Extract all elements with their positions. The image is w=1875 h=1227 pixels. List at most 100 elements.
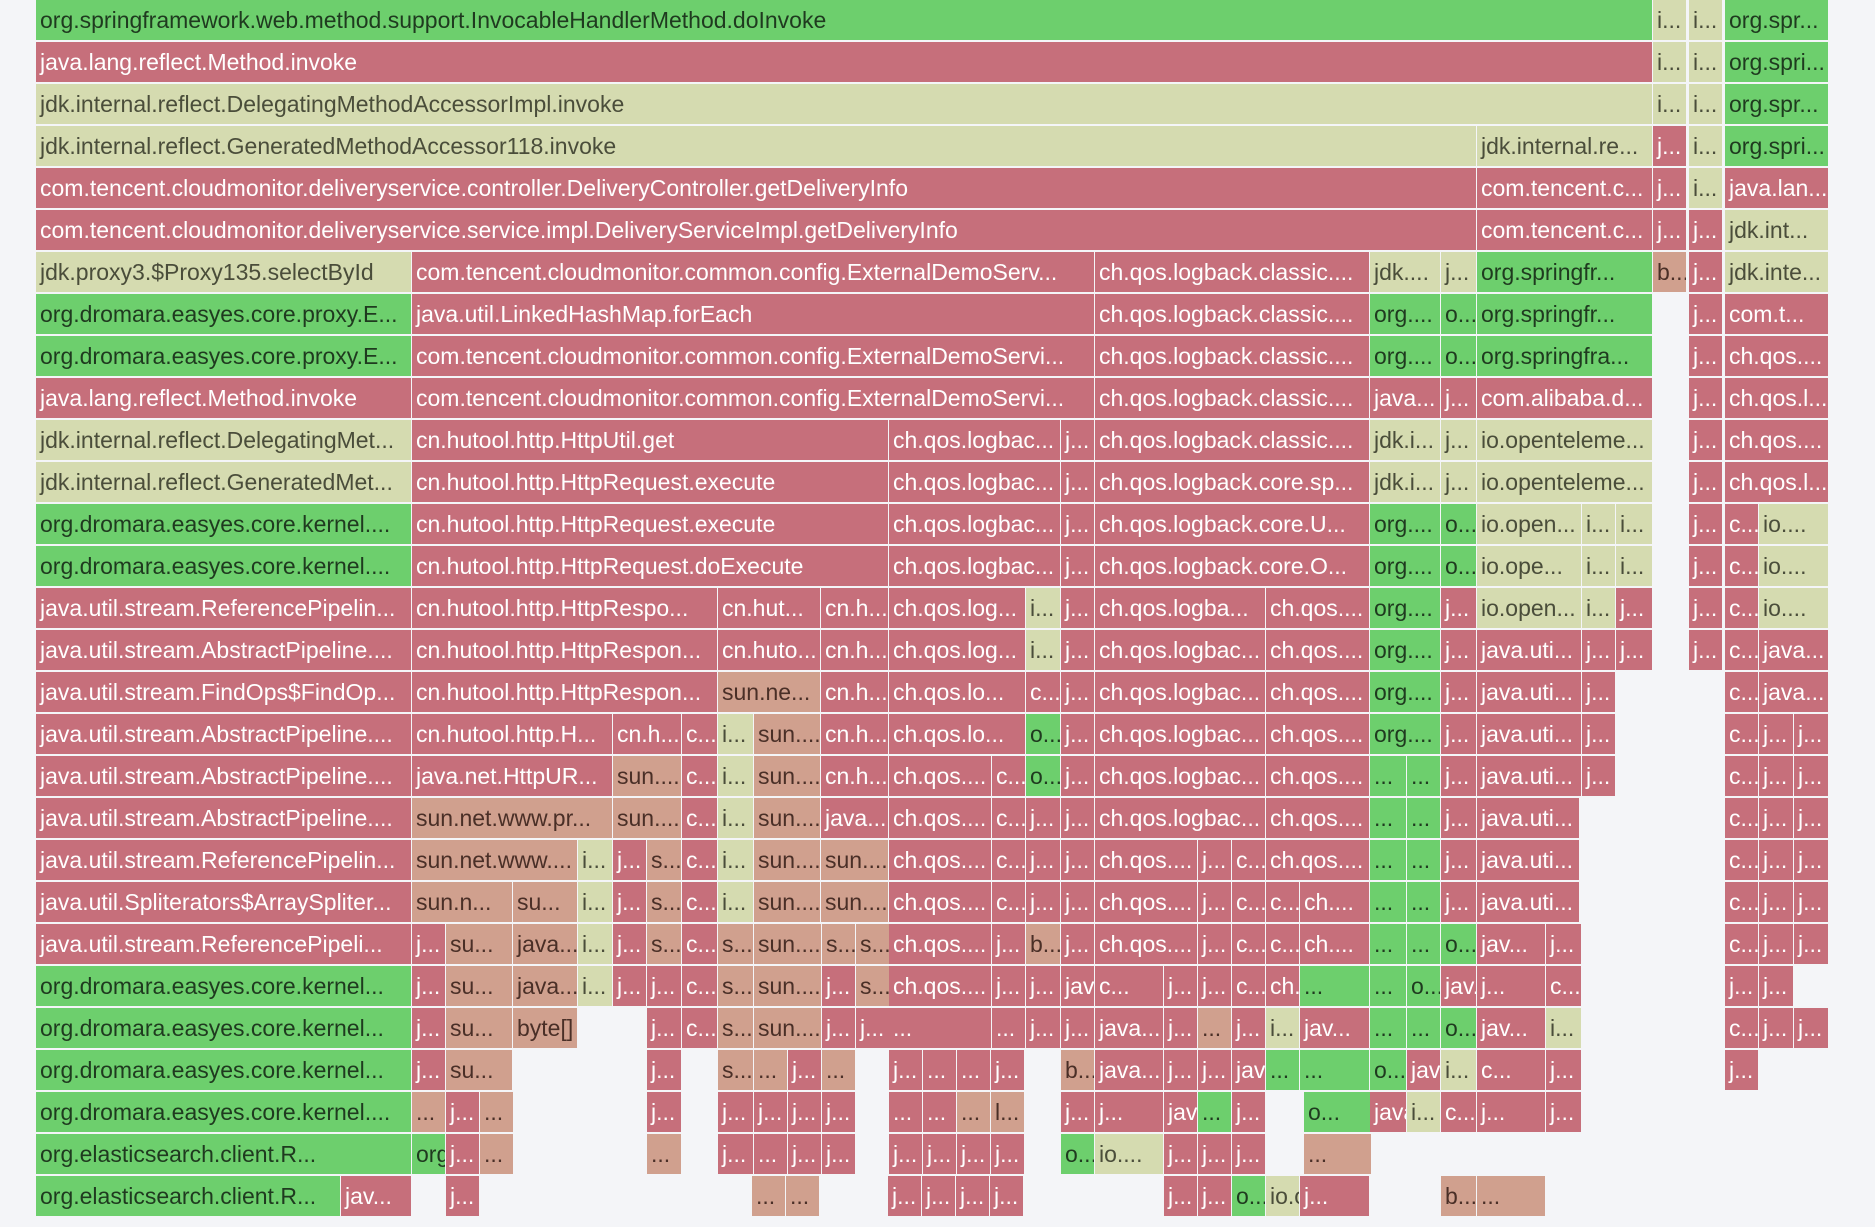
flame-frame[interactable]: org.dromara.easyes.core.kernel.... — [36, 504, 412, 545]
flame-frame[interactable]: j... — [822, 1134, 856, 1175]
flame-frame[interactable]: j... — [1582, 714, 1616, 755]
flame-frame[interactable]: j... — [1164, 1008, 1198, 1049]
flame-frame[interactable]: jdk.internal.reflect.DelegatingMethodAcc… — [36, 84, 1653, 125]
flame-frame[interactable]: ... — [1370, 882, 1407, 923]
flame-frame[interactable]: jav... — [1441, 966, 1477, 1007]
flame-frame[interactable]: j... — [1759, 798, 1794, 839]
flame-frame[interactable]: org.... — [1370, 294, 1441, 335]
flame-frame[interactable]: i... — [718, 840, 754, 881]
flame-frame[interactable]: cn.hutool.http.HttpRequest.doExecute — [412, 546, 889, 587]
flame-frame[interactable]: ch.qos.... — [1095, 840, 1198, 881]
flame-frame[interactable]: ch.qos.... — [1266, 798, 1370, 839]
flame-frame[interactable]: ... — [1407, 756, 1441, 797]
flame-frame[interactable]: j... — [992, 966, 1026, 1007]
flame-frame[interactable]: ch.qos.... — [889, 798, 992, 839]
flame-frame[interactable]: ch.qos.logbac... — [889, 420, 1061, 461]
flame-frame[interactable]: i... — [1616, 546, 1653, 587]
flame-frame[interactable]: ... — [957, 1092, 991, 1133]
flame-frame[interactable]: j... — [1689, 588, 1723, 629]
flame-frame[interactable]: cn.hutool.http.HttpRequest.execute — [412, 504, 889, 545]
flame-frame[interactable]: java.uti... — [1477, 840, 1580, 881]
flame-frame[interactable]: c... — [682, 1008, 718, 1049]
flame-frame[interactable]: j... — [888, 1176, 922, 1217]
flame-frame[interactable]: j... — [1198, 840, 1232, 881]
flame-frame[interactable]: b... — [1653, 252, 1687, 293]
flame-frame[interactable]: ... — [1198, 1008, 1232, 1049]
flame-frame[interactable]: j... — [1026, 798, 1061, 839]
flame-frame[interactable]: ... — [1407, 882, 1441, 923]
flame-frame[interactable]: ... — [1370, 924, 1407, 965]
flame-frame[interactable]: j... — [1582, 672, 1616, 713]
flame-frame[interactable]: java.uti... — [1477, 882, 1580, 923]
flame-frame[interactable]: o... — [1441, 546, 1477, 587]
flame-frame[interactable]: org.dromara.easyes.core.kernel.... — [36, 1092, 412, 1133]
flame-frame[interactable]: io.open... — [1477, 504, 1582, 545]
flame-frame[interactable]: ch.qos.logback.classic.... — [1095, 336, 1370, 377]
flame-frame[interactable]: org.... — [1370, 504, 1441, 545]
flame-frame[interactable]: cn.h... — [613, 714, 682, 755]
flame-frame[interactable]: j... — [1061, 504, 1095, 545]
flame-frame[interactable]: j... — [856, 1008, 890, 1049]
flame-frame[interactable]: o... — [1441, 1008, 1477, 1049]
flame-frame[interactable]: sun.... — [613, 756, 682, 797]
flame-frame[interactable]: su... — [446, 966, 513, 1007]
flame-frame[interactable]: j... — [1232, 1092, 1266, 1133]
flame-frame[interactable]: c... — [682, 882, 718, 923]
flame-frame[interactable]: j... — [788, 1092, 822, 1133]
flame-frame[interactable]: j... — [1198, 882, 1232, 923]
flame-frame[interactable]: j... — [613, 966, 647, 1007]
flame-frame[interactable]: java.util.LinkedHashMap.forEach — [412, 294, 1095, 335]
flame-frame[interactable]: sun.... — [754, 1008, 822, 1049]
flame-frame[interactable]: c... — [682, 840, 718, 881]
flame-frame[interactable]: org.springfra... — [1477, 336, 1653, 377]
flame-frame[interactable]: j... — [1759, 756, 1794, 797]
flame-frame[interactable]: su... — [446, 924, 513, 965]
flame-frame[interactable]: java... — [1164, 1092, 1198, 1133]
flame-frame[interactable]: j... — [446, 1134, 480, 1175]
flame-frame[interactable]: ... — [647, 1134, 682, 1175]
flame-frame[interactable]: org.spri... — [1725, 126, 1829, 167]
flame-frame[interactable]: c... — [1725, 756, 1759, 797]
flame-frame[interactable]: java.util.stream.ReferencePipelin... — [36, 840, 412, 881]
flame-frame[interactable]: c... — [1725, 924, 1759, 965]
flame-frame[interactable]: j... — [613, 840, 647, 881]
flame-frame[interactable]: sun.net.www.pr... — [412, 798, 613, 839]
flame-frame[interactable]: j... — [1061, 1008, 1095, 1049]
flame-frame[interactable]: cn.h... — [821, 672, 889, 713]
flame-frame[interactable]: j... — [1546, 1050, 1582, 1091]
flame-frame[interactable]: c... — [682, 756, 718, 797]
flame-frame[interactable]: ch.qos.logba... — [1095, 588, 1266, 629]
flame-frame[interactable]: j... — [1061, 756, 1095, 797]
flame-frame[interactable]: ch.qos.log... — [889, 588, 1026, 629]
flame-frame[interactable]: j... — [1441, 756, 1477, 797]
flame-frame[interactable]: j... — [1794, 1008, 1829, 1049]
flame-frame[interactable]: j... — [647, 966, 682, 1007]
flame-frame[interactable]: org.elasticsearch.client.R... — [36, 1134, 412, 1175]
flame-frame[interactable]: j... — [1689, 210, 1723, 251]
flame-frame[interactable]: io.ope... — [1477, 546, 1582, 587]
flame-frame[interactable]: j... — [1061, 420, 1095, 461]
flame-frame[interactable]: j... — [990, 1176, 1024, 1217]
flame-frame[interactable]: ... — [889, 1092, 923, 1133]
flame-frame[interactable]: org.springfr... — [1477, 294, 1653, 335]
flame-frame[interactable]: java... — [1759, 672, 1829, 713]
flame-frame[interactable]: java... — [1407, 1050, 1441, 1091]
flame-frame[interactable]: org.spr... — [1725, 84, 1829, 125]
flame-frame[interactable]: ch.qos.... — [1095, 882, 1198, 923]
flame-frame[interactable]: j... — [412, 966, 446, 1007]
flame-frame[interactable]: j... — [1198, 966, 1232, 1007]
flame-frame[interactable]: j... — [1441, 798, 1477, 839]
flame-frame[interactable]: sun.... — [754, 756, 821, 797]
flame-frame[interactable]: j... — [1794, 714, 1829, 755]
flame-frame[interactable]: j... — [1441, 882, 1477, 923]
flame-frame[interactable]: j... — [1198, 1134, 1232, 1175]
flame-frame[interactable]: j... — [1794, 924, 1829, 965]
flame-frame[interactable]: ... — [1407, 1008, 1441, 1049]
flame-frame[interactable]: ... — [1300, 966, 1370, 1007]
flame-frame[interactable]: o... — [1026, 756, 1061, 797]
flame-frame[interactable]: java.util.stream.AbstractPipeline.... — [36, 756, 412, 797]
flame-frame[interactable]: jav... — [341, 1176, 412, 1217]
flame-frame[interactable]: java.net.HttpUR... — [412, 756, 613, 797]
flame-frame[interactable]: j... — [889, 1134, 923, 1175]
flame-frame[interactable]: c... — [1232, 882, 1266, 923]
